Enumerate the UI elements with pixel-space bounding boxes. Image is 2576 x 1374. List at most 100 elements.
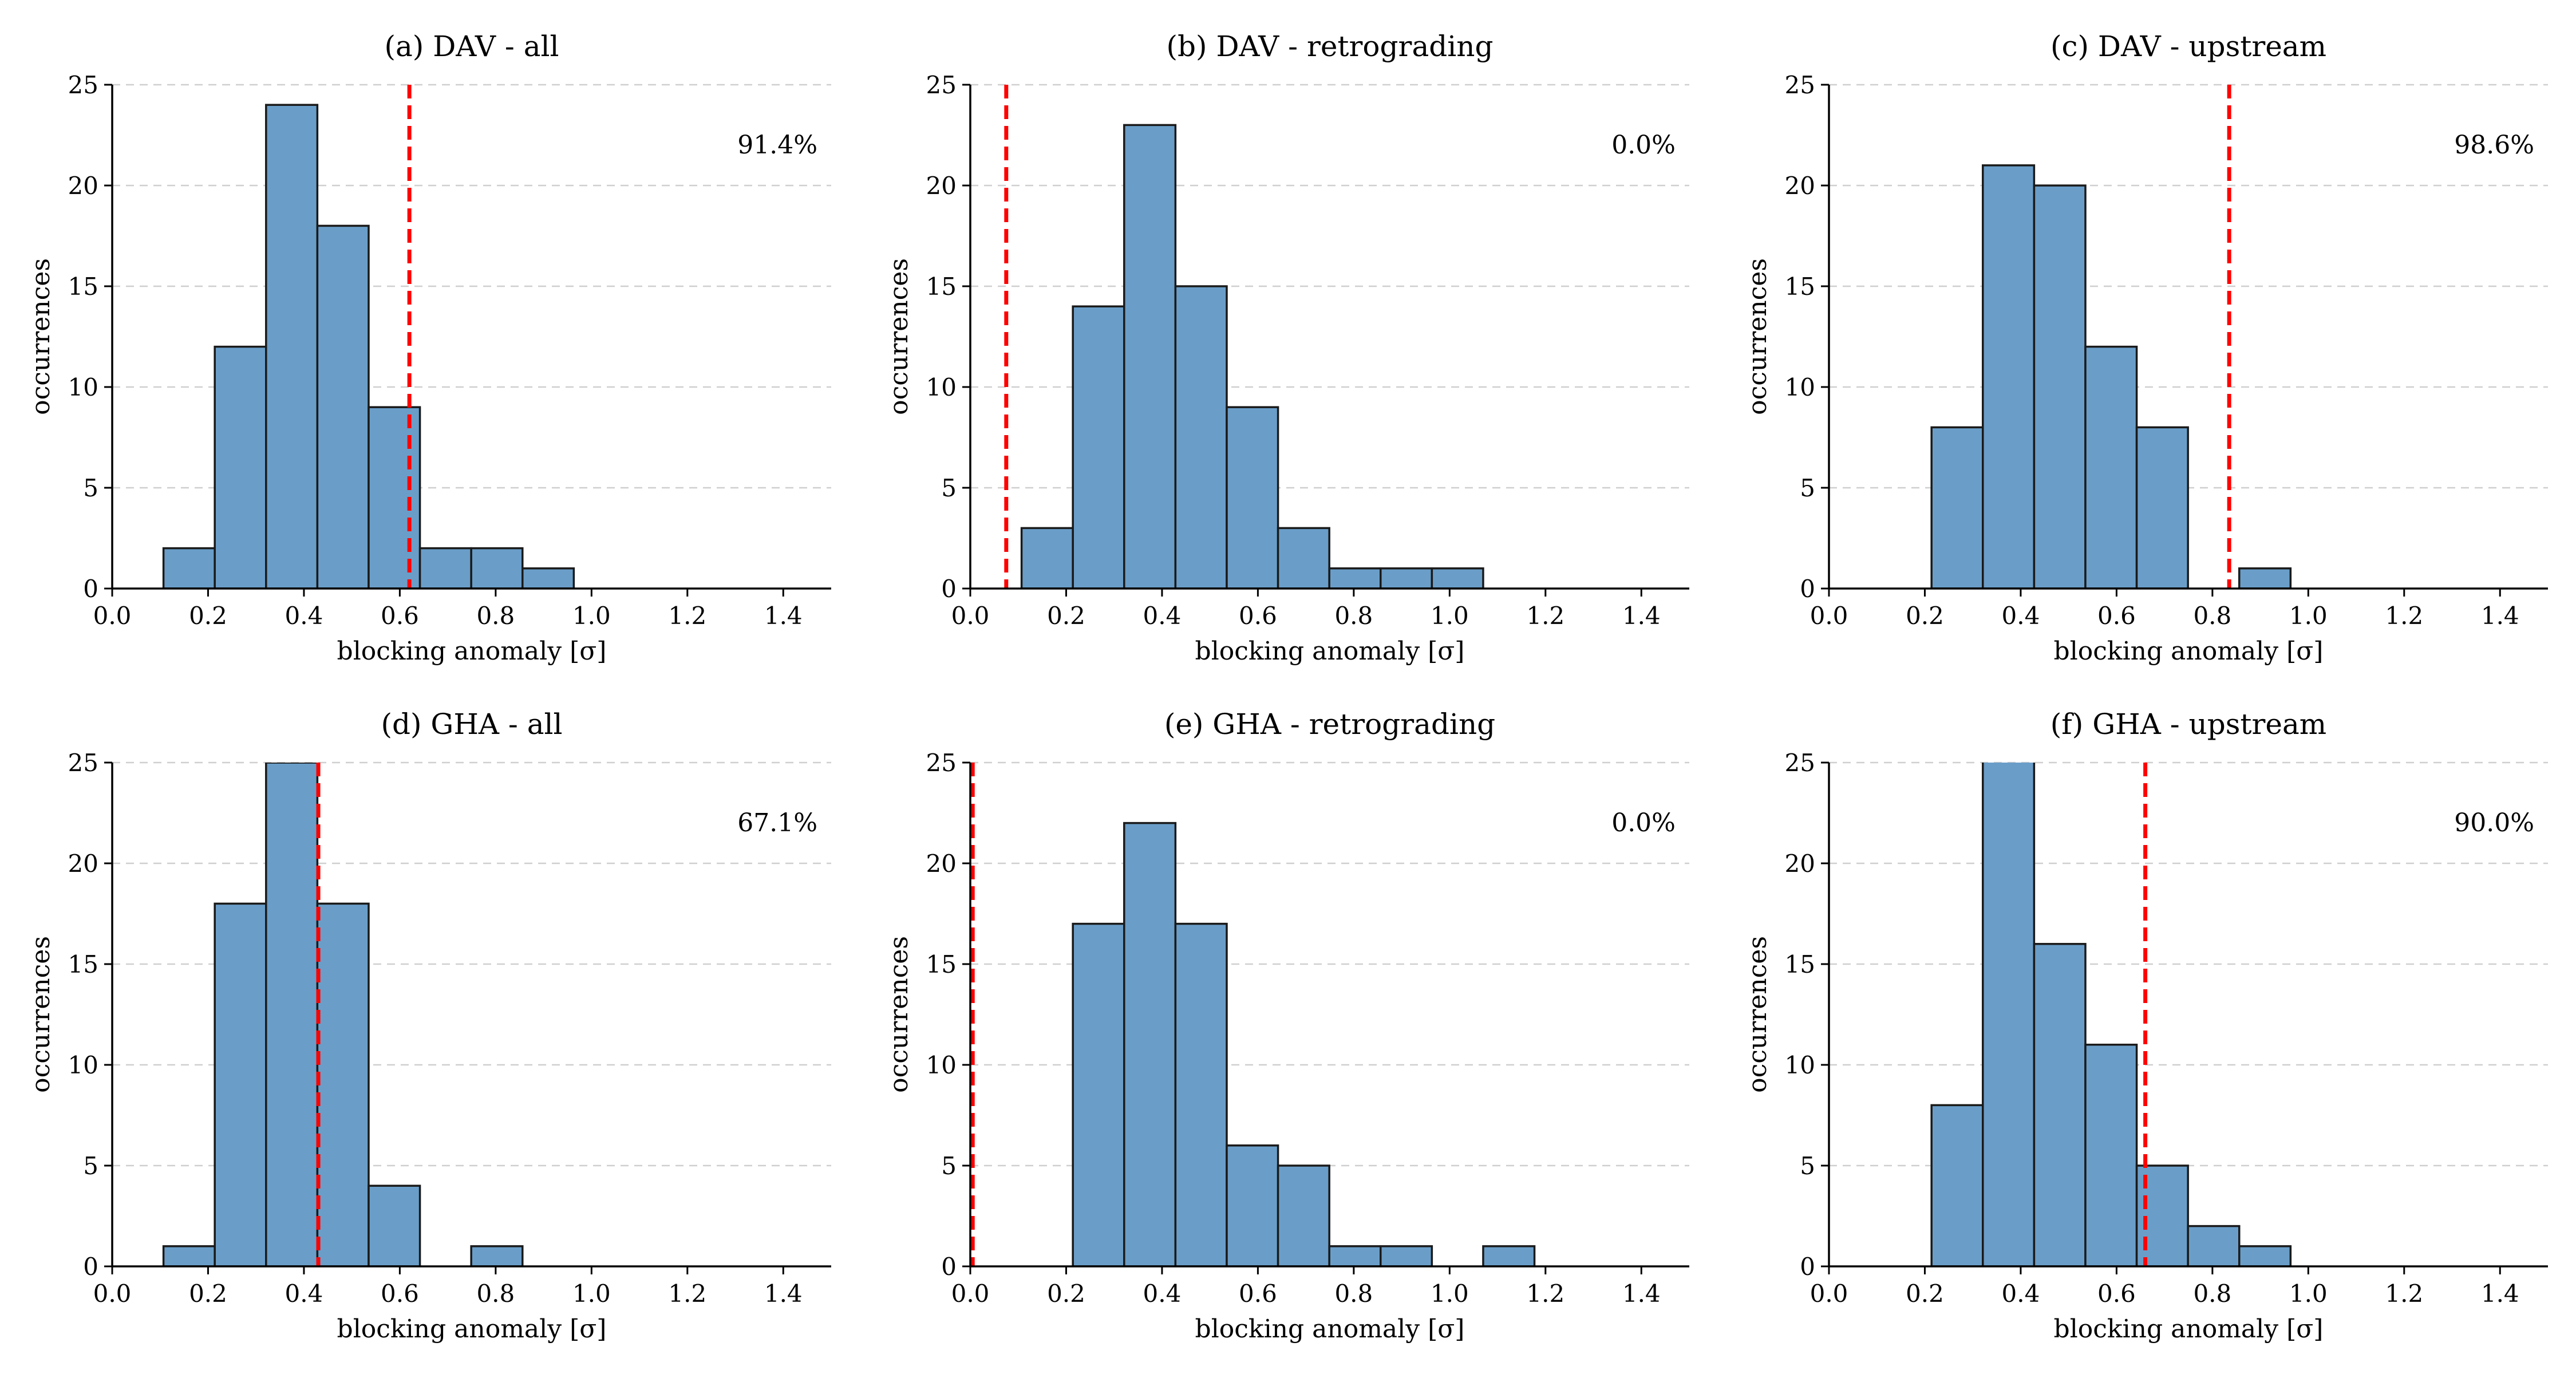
x-tick-label: 0.8 bbox=[2193, 602, 2231, 630]
panel-title: (e) GHA - retrograding bbox=[1164, 708, 1495, 741]
histogram-bar bbox=[1982, 164, 2036, 589]
x-tick-label: 0.0 bbox=[1810, 602, 1848, 630]
y-tick-label: 25 bbox=[68, 71, 98, 99]
x-axis-label: blocking anomaly [σ] bbox=[1195, 637, 1465, 666]
bars bbox=[1930, 164, 2292, 589]
y-tick-label: 0 bbox=[83, 1253, 98, 1281]
x-tick-label: 0.4 bbox=[1143, 1280, 1182, 1308]
histogram-bar bbox=[316, 902, 370, 1266]
y-tick-label: 0 bbox=[83, 575, 98, 603]
y-tick-label: 5 bbox=[1800, 1152, 1815, 1180]
histogram-bar bbox=[162, 547, 216, 589]
y-tick-label: 0 bbox=[941, 575, 957, 603]
histogram-bar bbox=[2033, 943, 2087, 1266]
histogram-bar bbox=[1982, 763, 2036, 1266]
y-axis-label: occurrences bbox=[26, 936, 56, 1093]
panel-2: 0 5 10 15 20 25 0.0 0.2 0.4 0.6 0.8 1.0 1.2 1.4 (c) DA… bbox=[1743, 30, 2548, 666]
x-tick-label: 0.2 bbox=[1047, 602, 1085, 630]
x-tick-label: 0.0 bbox=[951, 1280, 990, 1308]
y-tick-label: 15 bbox=[1785, 273, 1815, 301]
x-tick-label: 0.6 bbox=[2097, 1280, 2136, 1308]
x-tick-label: 1.0 bbox=[2289, 602, 2328, 630]
x-tick-label: 1.0 bbox=[2289, 1280, 2328, 1308]
y-tick-label: 5 bbox=[83, 474, 98, 502]
histogram-bar bbox=[1123, 822, 1177, 1266]
y-tick-label: 10 bbox=[1785, 373, 1815, 401]
histogram-bar bbox=[1226, 406, 1279, 589]
histogram-bar bbox=[2135, 426, 2189, 589]
bars bbox=[1020, 124, 1484, 589]
x-tick-label: 0.6 bbox=[2097, 602, 2136, 630]
y-tick-label: 10 bbox=[68, 1051, 98, 1079]
x-tick-label: 0.6 bbox=[1239, 602, 1277, 630]
y-tick-label: 25 bbox=[926, 71, 957, 99]
panel-5: 0 5 10 15 20 25 0.0 0.2 0.4 0.6 0.8 1.0 1.2 1.4 (f) GH… bbox=[1743, 708, 2548, 1344]
x-tick-label: 0.6 bbox=[381, 1280, 419, 1308]
x-tick-label: 1.4 bbox=[764, 602, 803, 630]
histogram-bar bbox=[1123, 124, 1177, 589]
histogram-bar bbox=[1482, 1245, 1536, 1266]
histogram-bar bbox=[1174, 285, 1228, 589]
percentage-label: 91.4% bbox=[737, 131, 817, 160]
panel-1: 0 5 10 15 20 25 0.0 0.2 0.4 0.6 0.8 1.0 1.2 1.4 (b) DA… bbox=[884, 30, 1689, 666]
histogram-bar bbox=[1380, 567, 1433, 589]
panel-3: 0 5 10 15 20 25 0.0 0.2 0.4 0.6 0.8 1.0 1.2 1.4 (d) GH… bbox=[26, 708, 831, 1344]
x-axis-label: blocking anomaly [σ] bbox=[1195, 1314, 1465, 1344]
x-tick-label: 1.2 bbox=[1526, 1280, 1564, 1308]
percentage-label: 90.0% bbox=[2454, 808, 2534, 838]
x-tick-label: 0.4 bbox=[1143, 602, 1182, 630]
histogram-bar bbox=[1930, 426, 1984, 589]
panel-0: 0 5 10 15 20 25 0.0 0.2 0.4 0.6 0.8 1.0 1.2 1.4 (a) DA… bbox=[26, 30, 831, 666]
x-tick-label: 0.4 bbox=[2002, 1280, 2040, 1308]
histogram-bar bbox=[368, 1185, 421, 1266]
x-tick-label: 1.2 bbox=[668, 1280, 706, 1308]
y-axis-label: occurrences bbox=[884, 258, 914, 415]
y-axis-label: occurrences bbox=[1743, 258, 1772, 415]
x-tick-label: 1.4 bbox=[2481, 602, 2519, 630]
x-tick-label: 0.8 bbox=[476, 602, 515, 630]
bars bbox=[1072, 822, 1536, 1266]
y-axis-label: occurrences bbox=[1743, 936, 1772, 1093]
x-tick-label: 1.2 bbox=[668, 602, 706, 630]
histogram-bar bbox=[2033, 184, 2087, 589]
histogram-bar bbox=[1072, 305, 1125, 589]
x-tick-label: 0.0 bbox=[93, 602, 132, 630]
bars bbox=[162, 104, 575, 589]
panel-title: (b) DAV - retrograding bbox=[1167, 30, 1494, 63]
histogram-bar bbox=[470, 1245, 524, 1266]
y-tick-label: 20 bbox=[1785, 172, 1815, 200]
histogram-bar bbox=[162, 1245, 216, 1266]
x-tick-label: 0.4 bbox=[285, 602, 323, 630]
y-tick-label: 5 bbox=[83, 1152, 98, 1180]
histogram-bar bbox=[1431, 567, 1484, 589]
histogram-bar bbox=[1020, 527, 1074, 589]
y-tick-label: 25 bbox=[1785, 749, 1815, 777]
panel-title: (c) DAV - upstream bbox=[2050, 30, 2326, 63]
histogram-bar bbox=[2238, 1245, 2292, 1266]
y-tick-label: 0 bbox=[941, 1253, 957, 1281]
y-tick-label: 20 bbox=[68, 850, 98, 878]
x-tick-label: 1.4 bbox=[1622, 1280, 1661, 1308]
bars bbox=[1930, 763, 2292, 1266]
histogram-bar bbox=[418, 547, 472, 589]
x-tick-label: 1.0 bbox=[572, 602, 611, 630]
y-axis-label: occurrences bbox=[26, 258, 56, 415]
x-tick-label: 0.8 bbox=[2193, 1280, 2231, 1308]
panel-title: (f) GHA - upstream bbox=[2050, 708, 2326, 741]
percentage-label: 98.6% bbox=[2454, 131, 2534, 160]
x-tick-label: 0.4 bbox=[2002, 602, 2040, 630]
histogram-bar bbox=[1380, 1245, 1433, 1266]
x-tick-label: 1.4 bbox=[1622, 602, 1661, 630]
x-tick-label: 0.0 bbox=[1810, 1280, 1848, 1308]
y-tick-label: 20 bbox=[926, 850, 957, 878]
x-axis-label: blocking anomaly [σ] bbox=[337, 637, 607, 666]
panel-title: (a) DAV - all bbox=[384, 30, 559, 63]
x-tick-label: 0.6 bbox=[381, 602, 419, 630]
y-tick-label: 0 bbox=[1800, 575, 1815, 603]
histogram-bar bbox=[1328, 1245, 1382, 1266]
histogram-bar bbox=[1930, 1104, 1984, 1266]
histogram-bar bbox=[214, 902, 267, 1266]
y-tick-label: 20 bbox=[926, 172, 957, 200]
y-tick-label: 0 bbox=[1800, 1253, 1815, 1281]
histogram-bar bbox=[1072, 922, 1125, 1266]
